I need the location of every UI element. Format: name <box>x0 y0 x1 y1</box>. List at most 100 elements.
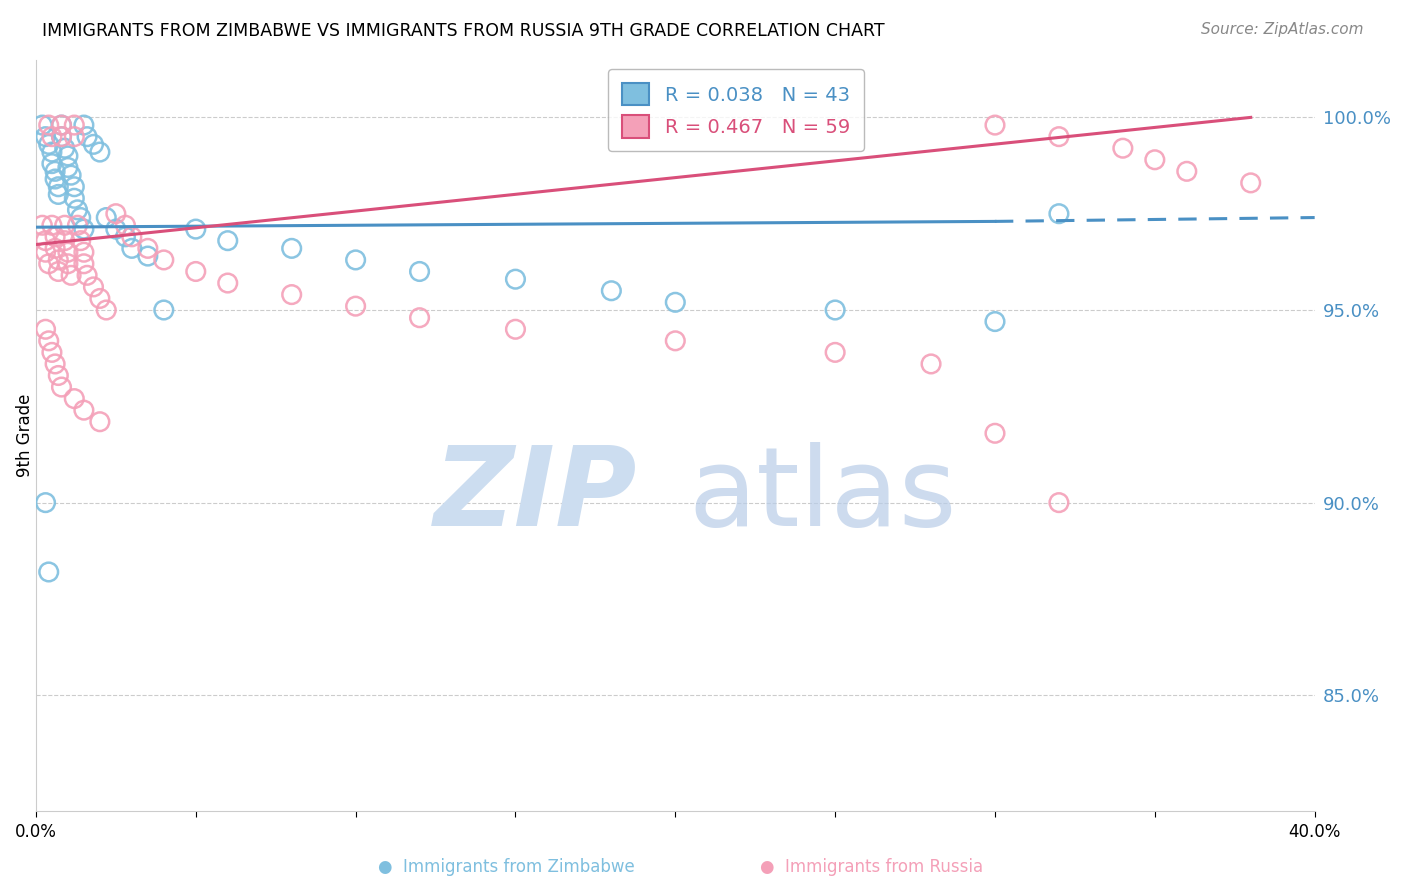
Point <box>44 357 66 371</box>
Point <box>984 118 1007 132</box>
Point <box>408 264 430 278</box>
Point <box>38 137 60 152</box>
Point <box>44 241 66 255</box>
Point <box>96 211 118 225</box>
Text: Source: ZipAtlas.com: Source: ZipAtlas.com <box>1201 22 1364 37</box>
Point <box>76 129 98 144</box>
Point <box>1143 153 1166 167</box>
Point <box>38 257 60 271</box>
Point <box>408 310 430 325</box>
Point <box>184 222 207 236</box>
Point <box>89 292 111 306</box>
Point <box>217 276 239 290</box>
Point <box>46 179 69 194</box>
Point <box>41 219 63 233</box>
Text: IMMIGRANTS FROM ZIMBABWE VS IMMIGRANTS FROM RUSSIA 9TH GRADE CORRELATION CHART: IMMIGRANTS FROM ZIMBABWE VS IMMIGRANTS F… <box>42 22 884 40</box>
Point <box>46 252 69 267</box>
Point <box>96 303 118 318</box>
Point <box>34 495 56 509</box>
Point <box>31 219 53 233</box>
Point <box>73 257 96 271</box>
Point <box>217 234 239 248</box>
Point <box>53 234 76 248</box>
Point <box>41 345 63 359</box>
Point <box>34 234 56 248</box>
Point <box>1047 207 1070 221</box>
Legend: R = 0.038   N = 43, R = 0.467   N = 59: R = 0.038 N = 43, R = 0.467 N = 59 <box>609 70 863 151</box>
Point <box>505 322 527 336</box>
Point <box>60 268 83 283</box>
Point <box>824 345 846 359</box>
Point <box>41 156 63 170</box>
Y-axis label: 9th Grade: 9th Grade <box>15 393 34 477</box>
Text: atlas: atlas <box>688 442 956 549</box>
Point <box>114 219 136 233</box>
Point <box>344 299 367 313</box>
Point <box>41 145 63 159</box>
Point <box>114 229 136 244</box>
Point <box>46 264 69 278</box>
Point <box>46 368 69 383</box>
Point <box>69 234 91 248</box>
Point <box>63 392 86 406</box>
Point <box>184 264 207 278</box>
Point <box>60 168 83 182</box>
Point <box>46 187 69 202</box>
Point <box>38 334 60 348</box>
Point <box>73 118 96 132</box>
Point <box>34 245 56 260</box>
Point <box>153 252 176 267</box>
Point <box>984 426 1007 441</box>
Point <box>73 222 96 236</box>
Point <box>38 565 60 579</box>
Point <box>56 149 79 163</box>
Point <box>664 334 686 348</box>
Point <box>153 303 176 318</box>
Text: ●  Immigrants from Zimbabwe: ● Immigrants from Zimbabwe <box>378 858 634 876</box>
Point <box>1047 495 1070 509</box>
Point <box>104 222 127 236</box>
Point <box>136 249 159 263</box>
Point <box>63 118 86 132</box>
Text: ●  Immigrants from Russia: ● Immigrants from Russia <box>761 858 983 876</box>
Point <box>136 241 159 255</box>
Point <box>44 164 66 178</box>
Point <box>824 303 846 318</box>
Point <box>89 145 111 159</box>
Point <box>1240 176 1263 190</box>
Point <box>56 245 79 260</box>
Point <box>984 314 1007 328</box>
Point <box>664 295 686 310</box>
Point <box>51 129 73 144</box>
Point <box>34 129 56 144</box>
Point <box>76 268 98 283</box>
Point <box>51 118 73 132</box>
Point <box>1175 164 1198 178</box>
Point <box>121 241 143 255</box>
Point <box>505 272 527 286</box>
Point <box>51 380 73 394</box>
Point <box>280 287 302 301</box>
Point <box>920 357 942 371</box>
Point <box>104 207 127 221</box>
Point <box>82 137 104 152</box>
Point <box>38 118 60 132</box>
Point <box>53 141 76 155</box>
Point <box>66 219 89 233</box>
Text: ZIP: ZIP <box>433 442 637 549</box>
Point <box>63 191 86 205</box>
Point <box>53 219 76 233</box>
Point <box>82 280 104 294</box>
Point <box>63 129 86 144</box>
Point <box>73 245 96 260</box>
Point <box>73 403 96 417</box>
Point <box>34 322 56 336</box>
Point <box>121 229 143 244</box>
Point <box>1112 141 1135 155</box>
Point <box>56 257 79 271</box>
Point <box>344 252 367 267</box>
Point <box>63 179 86 194</box>
Point <box>66 202 89 217</box>
Point <box>31 118 53 132</box>
Point <box>600 284 623 298</box>
